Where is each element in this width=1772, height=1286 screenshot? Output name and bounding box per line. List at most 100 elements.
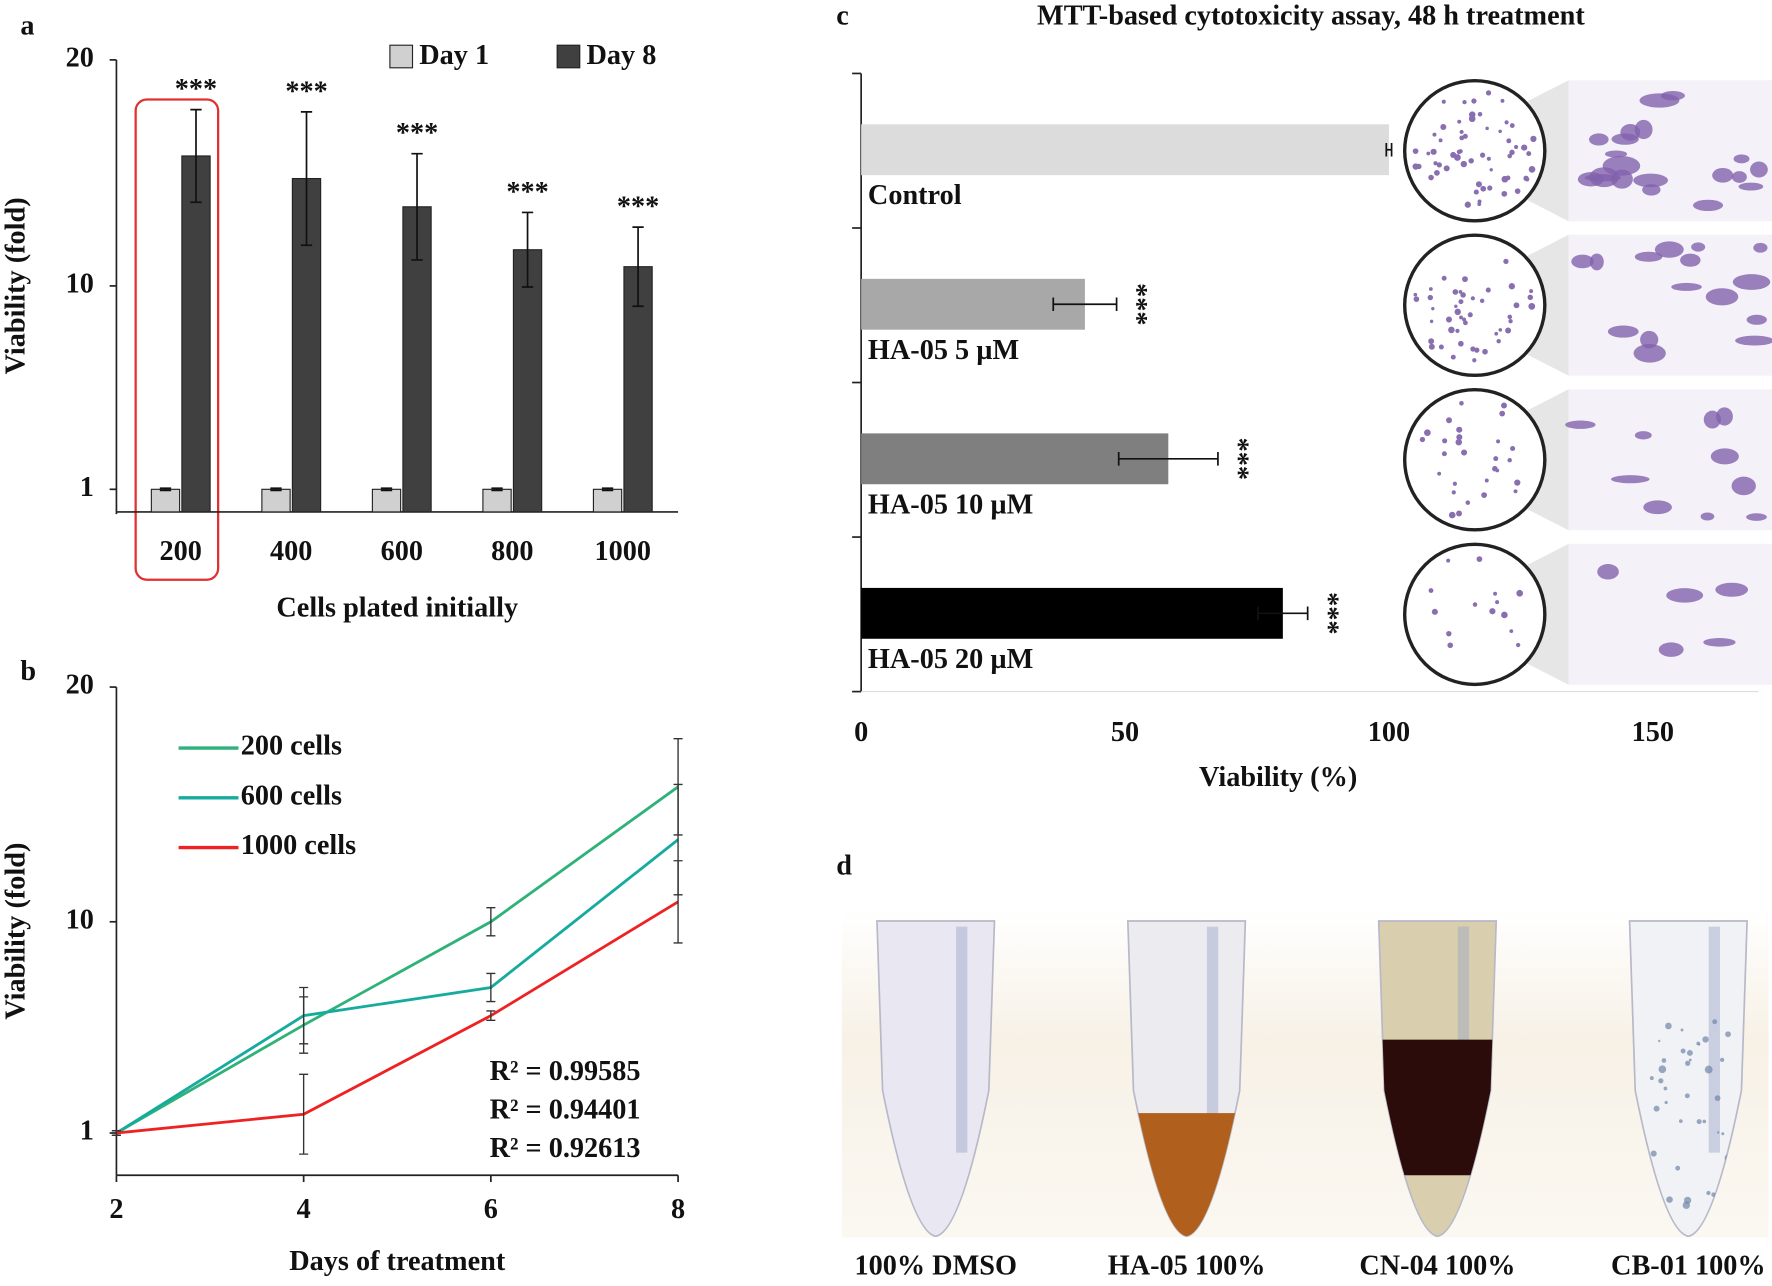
cell-dot — [1452, 481, 1457, 486]
x-tick-label: 50 — [1111, 717, 1139, 748]
error-bar — [486, 972, 496, 1003]
legend-label: 1000 cells — [241, 830, 356, 861]
line — [116, 900, 679, 1135]
tube-speck — [1661, 1058, 1667, 1063]
cell-shape — [1642, 184, 1661, 196]
category-label: HA-05 20 µM — [868, 644, 1033, 675]
panel-label: a — [20, 11, 34, 42]
tube-speck — [1696, 1041, 1701, 1046]
cell-shape — [1691, 242, 1706, 252]
cell-shape — [1634, 119, 1653, 140]
tube-speck — [1665, 1022, 1672, 1030]
cell-dot — [1454, 304, 1458, 308]
bar — [181, 155, 211, 513]
cell-dot — [1447, 642, 1454, 649]
cell-shape — [1733, 154, 1750, 164]
cell-dot — [1521, 144, 1528, 151]
cell-dot — [1510, 445, 1516, 452]
cell-dot — [1412, 163, 1419, 170]
cell-dot — [1472, 602, 1478, 607]
cell-dot — [1501, 611, 1508, 619]
error-bar — [632, 226, 644, 308]
x-axis-label: Cells plated initially — [276, 593, 518, 624]
cell-dot — [1501, 190, 1508, 197]
x-tick-label: 1000 — [595, 536, 652, 567]
cell-shape — [1654, 241, 1684, 258]
cell-dot — [1433, 161, 1438, 166]
cell-shape — [1634, 431, 1652, 440]
tube-speck — [1717, 1131, 1720, 1134]
photo-background — [841, 909, 1769, 1238]
cell-dot — [1456, 510, 1462, 517]
cell-shape — [1611, 475, 1650, 484]
cell-dot — [1484, 478, 1489, 483]
error-bar — [159, 487, 172, 492]
y-tick-label: 1 — [80, 1115, 94, 1146]
cell-dot — [1505, 327, 1512, 334]
tube-speck — [1721, 1132, 1725, 1136]
cell-shape — [1640, 330, 1659, 349]
cell-dot — [1471, 98, 1477, 104]
cell-dot — [1458, 299, 1464, 305]
tube-speck — [1663, 1086, 1668, 1091]
cell-dot — [1459, 135, 1465, 141]
cell-dot — [1501, 402, 1508, 409]
cell-dot — [1438, 344, 1444, 350]
significance-label: *** — [1223, 438, 1254, 480]
cell-shape — [1710, 448, 1739, 465]
cell-dot — [1503, 258, 1509, 265]
legend-label: 600 cells — [241, 780, 342, 811]
error-bar — [1117, 452, 1219, 466]
bar — [861, 433, 1169, 485]
cell-dot — [1508, 319, 1513, 324]
tube-liquid — [1378, 1039, 1497, 1176]
r2-label: R² = 0.94401 — [490, 1094, 641, 1125]
cell-dot — [1515, 642, 1521, 648]
cell-dot — [1452, 289, 1459, 295]
cell-dot — [1526, 151, 1532, 157]
panel-label: b — [20, 656, 36, 687]
cell-shape — [1746, 314, 1767, 325]
cell-shape — [1634, 251, 1663, 262]
micrograph-dish — [1402, 78, 1547, 223]
cell-shape — [1703, 638, 1736, 647]
significance-label: *** — [396, 118, 438, 149]
cell-shape — [1735, 335, 1772, 346]
x-axis-label: Viability (%) — [1199, 762, 1357, 793]
error-bar — [1257, 606, 1309, 621]
error-bar — [299, 986, 309, 1045]
cell-dot — [1507, 314, 1513, 320]
cell-dot — [1507, 153, 1513, 159]
cell-dot — [1457, 119, 1462, 124]
cell-dot — [1446, 630, 1452, 637]
tube-speck — [1664, 1100, 1668, 1105]
x-tick-label: 200 — [160, 536, 202, 567]
cell-dot — [1441, 99, 1446, 104]
y-tick-label: 20 — [66, 670, 94, 701]
cell-shape — [1738, 182, 1764, 191]
error-bar — [380, 487, 393, 492]
cell-dot — [1460, 160, 1467, 168]
x-tick-label: 150 — [1632, 717, 1674, 748]
cell-shape — [1571, 254, 1594, 269]
x-tick-label: 0 — [854, 717, 868, 748]
cell-dot — [1485, 126, 1489, 131]
error-bar — [111, 1129, 121, 1137]
cell-dot — [1458, 340, 1464, 347]
tube-speck — [1650, 1150, 1657, 1157]
bar — [861, 587, 1283, 639]
x-axis-label: Days of treatment — [289, 1246, 506, 1277]
tube-speck — [1653, 1105, 1660, 1112]
cell-dot — [1445, 316, 1452, 323]
tube-speck — [1658, 1065, 1667, 1074]
cell-dot — [1528, 302, 1536, 310]
cell-dot — [1431, 608, 1438, 615]
bar — [623, 266, 653, 513]
cell-dot — [1443, 165, 1450, 172]
bar — [512, 249, 543, 513]
cell-dot — [1496, 439, 1501, 444]
tube-speck — [1712, 1019, 1718, 1025]
tube-speck — [1675, 1165, 1681, 1171]
cell-dot — [1514, 479, 1521, 486]
significance-label: *** — [285, 76, 327, 107]
